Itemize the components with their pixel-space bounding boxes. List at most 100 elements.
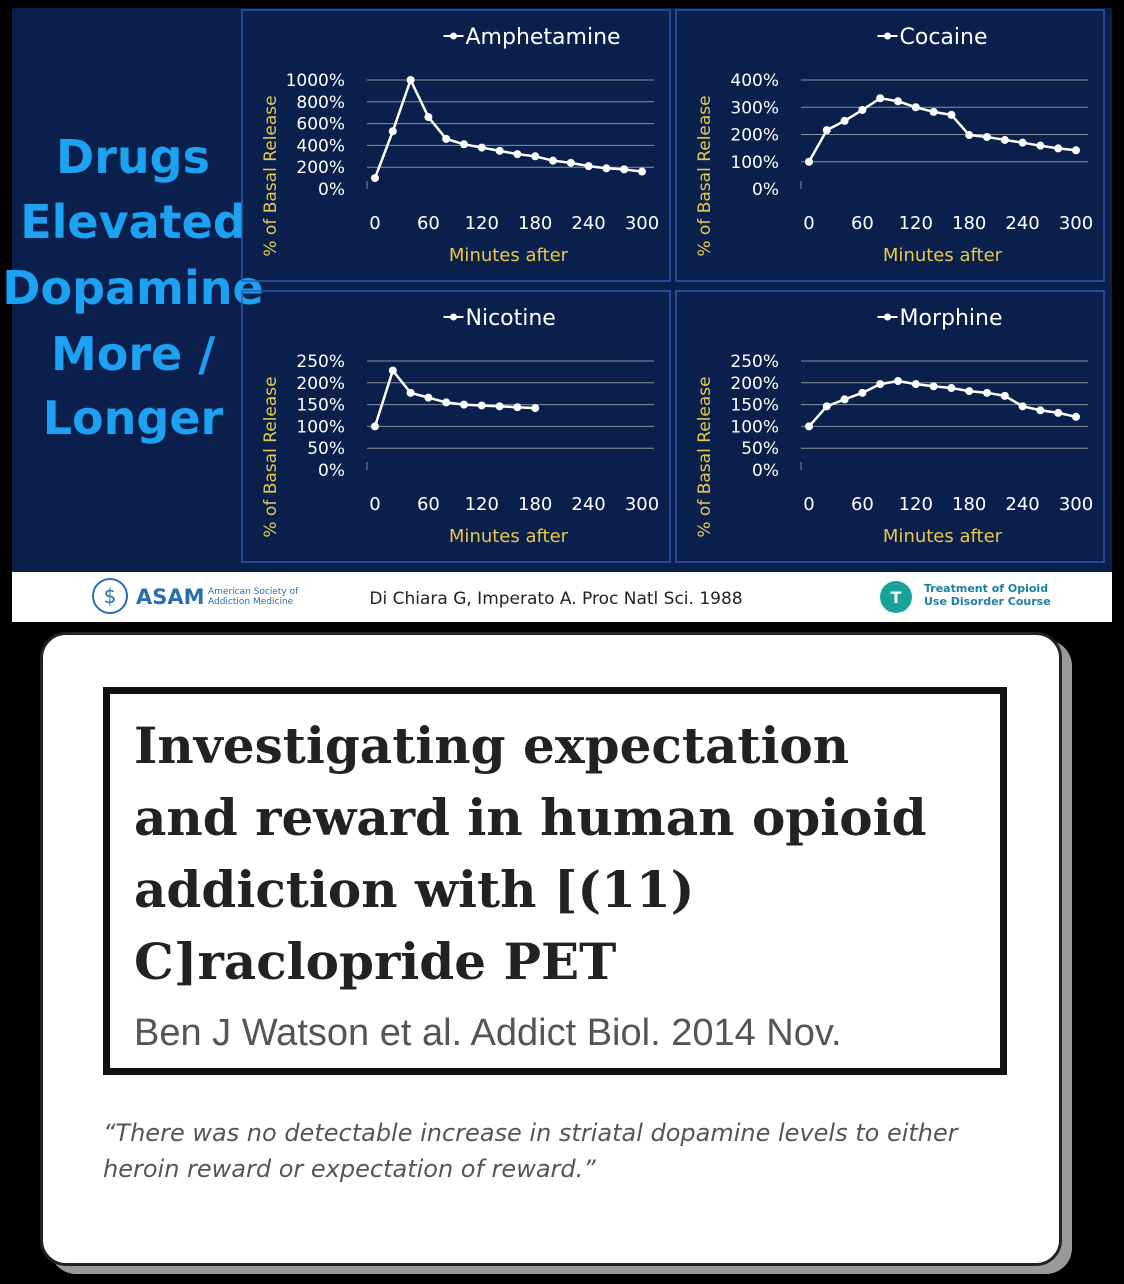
data-point [388,127,397,136]
x-tick-label: 300 [1059,213,1093,234]
data-point [965,387,974,396]
data-point [406,388,415,397]
y-tick-label: 100% [296,417,345,437]
paper-box: Investigating expectation and reward in … [103,687,1007,1075]
legend-label: Cocaine [900,25,988,50]
data-point [620,165,629,174]
y-tick-label: 100% [730,153,779,173]
x-tick-label: 60 [417,494,440,515]
asam-logo-symbol: $ [104,584,117,608]
data-point [911,380,920,389]
data-point [460,140,468,149]
x-tick-label: 120 [899,213,933,234]
data-point [584,162,593,171]
y-tick-label: 200% [296,158,345,178]
y-tick-label: 200% [296,374,345,394]
data-point [549,156,557,165]
data-point [1036,141,1045,150]
x-tick-label: 0 [803,213,814,234]
x-tick-label: 120 [899,494,933,515]
data-point [840,395,849,404]
course-badge [880,581,912,613]
course-badge-letter: T [891,588,902,607]
data-point [460,400,468,409]
data-point [1018,402,1027,411]
y-tick-label: 1000% [286,71,345,91]
y-tick-label: 0% [752,180,779,200]
asam-logo [92,578,128,614]
x-tick-label: 60 [851,494,874,515]
paper-card: Investigating expectation and reward in … [40,632,1062,1266]
data-point [531,404,540,413]
chart-panel [241,9,671,282]
paper-authors: Ben J Watson et al. Addict Biol. 2014 No… [134,1012,842,1054]
data-point [442,134,451,143]
asam-name: Addiction Medicine [208,597,294,607]
y-tick-label: 50% [307,439,345,459]
data-point [1054,144,1063,153]
legend-label: Nicotine [466,306,556,331]
data-point [424,113,433,122]
data-point [822,126,831,135]
chart-panel [675,290,1105,563]
legend-marker [450,32,457,40]
legend-marker [884,32,891,40]
x-tick-label: 240 [1005,213,1039,234]
y-tick-label: 300% [730,98,779,118]
x-tick-label: 0 [369,213,380,234]
data-point [1000,391,1009,400]
data-point [371,422,379,431]
title-line: Elevated [20,195,246,249]
x-axis-label: Minutes after [883,245,1003,266]
asam-name: American Society of [208,587,299,597]
x-tick-label: 180 [952,213,986,234]
title-line: Drugs [56,130,210,184]
data-line [373,367,536,427]
x-tick-label: 60 [851,213,874,234]
x-tick-label: 300 [625,213,659,234]
chart-panel [241,290,671,563]
x-tick-label: 0 [803,494,814,515]
data-point [371,174,379,183]
course-name: Treatment of Opioid [924,582,1048,595]
x-tick-label: 180 [518,213,552,234]
data-point [1072,412,1080,421]
data-point [1000,135,1009,144]
data-point [965,131,974,140]
data-point [1036,406,1045,415]
y-tick-label: 200% [730,126,779,146]
y-tick-label: 150% [730,396,779,416]
y-tick-label: 0% [318,461,345,481]
data-point [406,76,415,84]
data-line [373,76,643,179]
data-point [442,398,451,407]
data-point [894,97,902,106]
legend-label: Amphetamine [466,25,621,50]
x-axis-label: Minutes after [449,526,569,547]
chart-panel [675,9,1105,282]
data-point [602,164,611,173]
x-axis-label: Minutes after [449,245,569,266]
legend-marker [884,313,891,321]
data-point [424,393,433,402]
slide: Drugs Elevated Dopamine More / Longer $ … [2,8,1112,622]
data-point [1054,408,1063,417]
x-tick-label: 0 [369,494,380,515]
y-tick-label: 400% [730,71,779,91]
data-point [531,152,540,161]
x-tick-label: 180 [952,494,986,515]
course-name: Use Disorder Course [924,595,1051,608]
data-point [566,158,575,167]
x-tick-label: 120 [465,494,499,515]
data-point [513,150,522,159]
y-tick-label: 50% [741,439,779,459]
x-tick-label: 180 [518,494,552,515]
y-axis-label: % of Basal Release [695,95,715,256]
paper-quote: “There was no detectable increase in str… [103,1119,958,1183]
footer [12,572,1112,622]
data-point [876,94,885,103]
y-tick-label: 800% [296,93,345,113]
x-tick-label: 300 [625,494,659,515]
data-point [894,377,902,386]
data-point [858,388,867,397]
